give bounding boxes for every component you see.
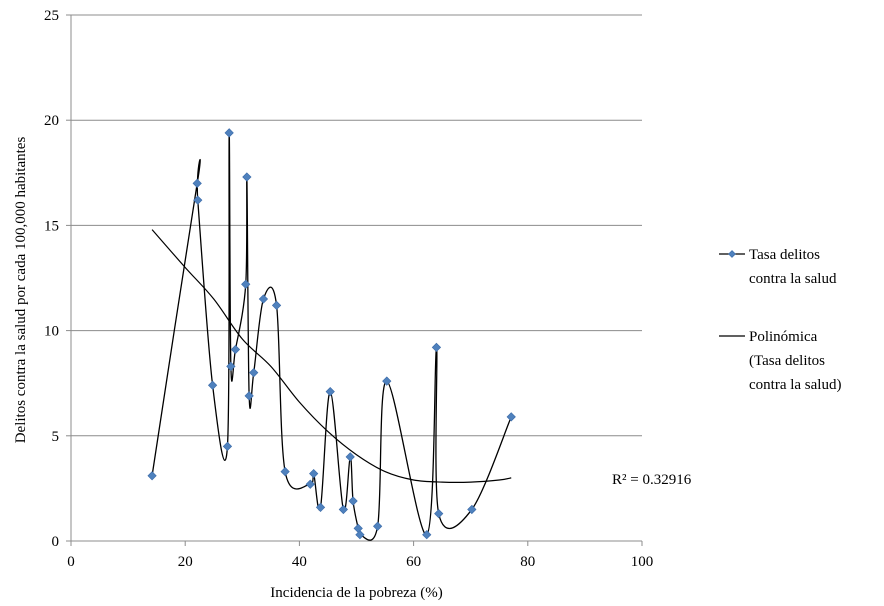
trendline	[151, 229, 512, 483]
data-point	[249, 368, 259, 378]
trendline-path	[151, 229, 512, 483]
axis-titles: Incidencia de la pobreza (%) Delitos cont…	[13, 137, 443, 601]
data-point	[345, 452, 355, 462]
data-point	[230, 344, 241, 355]
data-point	[280, 466, 290, 477]
data-point	[434, 509, 444, 519]
data-point	[258, 294, 269, 304]
y-tick-label: 5	[52, 429, 60, 445]
y-tick-label: 15	[44, 218, 59, 234]
x-tick-label: 100	[631, 554, 654, 570]
data-point	[222, 441, 233, 451]
data-point	[325, 386, 335, 397]
y-tick-label: 0	[52, 534, 60, 550]
axes	[66, 14, 643, 546]
x-axis-title: Incidencia de la pobreza (%)	[270, 585, 442, 601]
x-tick-label: 80	[520, 554, 535, 570]
data-point	[431, 342, 442, 353]
data-point	[373, 521, 383, 531]
data-point	[244, 391, 254, 401]
data-point	[309, 469, 319, 479]
x-tick-label: 40	[292, 554, 307, 570]
data-point	[271, 300, 282, 310]
data-point	[207, 380, 218, 390]
data-point	[355, 530, 365, 540]
x-tick-label: 0	[67, 554, 75, 570]
legend-label-series: Tasa delitos contra la salud	[749, 247, 837, 287]
x-tick-label: 60	[406, 554, 421, 570]
data-point	[226, 361, 236, 371]
data-point	[315, 502, 326, 512]
data-point	[305, 479, 315, 489]
legend-series-marker	[728, 250, 736, 258]
gridlines	[71, 14, 642, 437]
data-point	[193, 195, 203, 205]
annotation: R² = 0.32916	[612, 472, 692, 488]
data-point	[506, 412, 516, 422]
data-point	[241, 279, 251, 289]
legend-label-trendline: Polinómica (Tasa delitos contra la salud)	[749, 329, 841, 393]
data-point	[242, 172, 252, 182]
r-squared-label: R² = 0.32916	[612, 472, 692, 488]
data-point	[338, 504, 348, 515]
legend: Tasa delitos contra la salud Polinómica (Ta…	[719, 247, 841, 393]
y-tick-label: 25	[44, 8, 59, 24]
y-tick-label: 20	[44, 113, 59, 129]
data-point	[348, 496, 358, 506]
data-point	[224, 128, 234, 138]
y-tick-label: 10	[44, 324, 59, 340]
tick-labels: 0 5 10 15 20 25 0 20 40 60 80 100	[44, 8, 653, 570]
data-point	[422, 530, 432, 540]
series-line-path	[151, 132, 512, 541]
data-point	[147, 471, 157, 481]
data-point	[382, 376, 392, 386]
data-points	[147, 128, 516, 540]
data-point	[467, 504, 477, 515]
series-line	[151, 132, 512, 541]
data-point	[192, 178, 202, 188]
x-tick-label: 20	[178, 554, 193, 570]
y-axis-title: Delitos contra la salud por cada 100,000…	[13, 137, 29, 444]
